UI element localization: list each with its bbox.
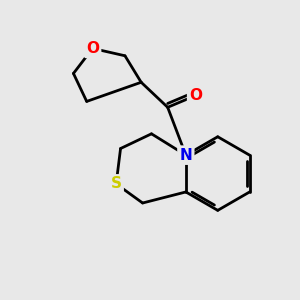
Text: S: S: [111, 176, 122, 191]
Text: N: N: [179, 148, 192, 163]
Text: O: O: [189, 88, 202, 103]
Text: O: O: [86, 41, 99, 56]
